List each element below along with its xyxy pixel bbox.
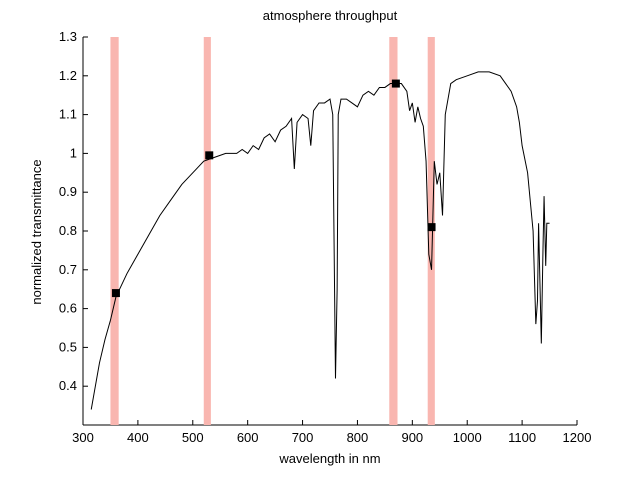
x-tick-label: 300: [72, 430, 94, 445]
y-tick-label: 0.8: [59, 223, 77, 238]
y-tick-label: 0.7: [59, 262, 77, 277]
x-axis-label: wavelength in nm: [278, 451, 380, 466]
data-line: [90, 71, 550, 410]
y-tick-label: 1.3: [59, 29, 77, 44]
y-tick-label: 0.9: [59, 184, 77, 199]
x-tick-label: 700: [292, 430, 314, 445]
x-tick-label: 1100: [508, 430, 536, 445]
y-tick-label: 1.2: [59, 68, 77, 83]
x-tick-label: 500: [182, 430, 204, 445]
x-tick-label: 600: [237, 430, 259, 445]
x-tick-label: 800: [347, 430, 369, 445]
highlight-band: [110, 37, 119, 425]
y-tick-label: 1.1: [59, 107, 77, 122]
y-tick-label: 0.6: [59, 301, 77, 316]
x-tick-label: 1200: [563, 430, 592, 445]
x-tick-label: 1000: [453, 430, 482, 445]
y-tick-label: 0.4: [59, 378, 77, 393]
highlight-band: [203, 37, 211, 425]
y-tick-label: 0.5: [59, 339, 77, 354]
y-axis-label: normalized transmittance: [29, 159, 44, 304]
x-tick-label: 900: [401, 430, 423, 445]
marker: [427, 223, 436, 232]
marker: [391, 79, 400, 88]
y-tick-label: 1: [70, 145, 77, 160]
marker: [111, 289, 120, 298]
x-tick-label: 400: [127, 430, 149, 445]
marker: [205, 151, 214, 160]
highlight-band: [389, 37, 398, 425]
chart-title: atmosphere throughput: [263, 8, 398, 23]
